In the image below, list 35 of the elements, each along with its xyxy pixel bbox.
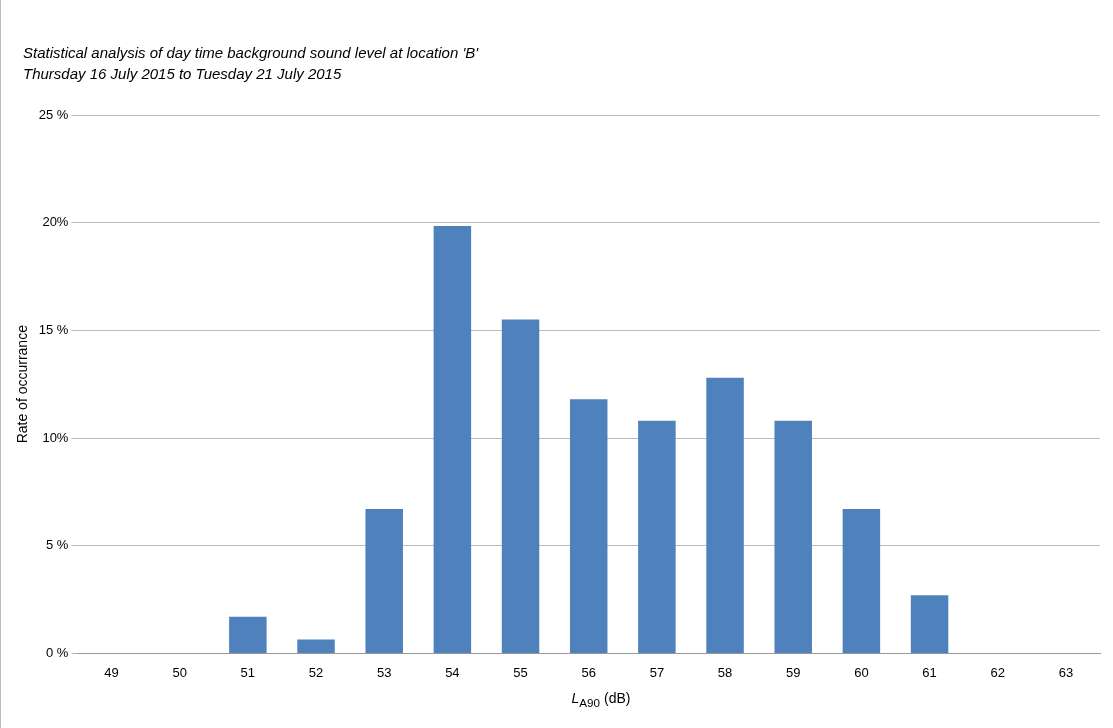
x-tick-label: 54 <box>445 664 460 680</box>
bar <box>501 319 540 653</box>
y-tick-label: 5 % <box>46 537 69 553</box>
x-tick-label: 53 <box>376 664 392 680</box>
x-tick-label: 51 <box>240 664 256 680</box>
y-tick-label: 20% <box>42 214 69 230</box>
y-tick-label: 25 % <box>38 106 69 122</box>
x-tick-label: 50 <box>172 664 187 680</box>
y-tick-label: 15 % <box>38 321 69 337</box>
bar <box>365 509 403 653</box>
bar <box>229 616 267 653</box>
x-tick-label: 49 <box>104 664 119 680</box>
bar <box>638 420 676 653</box>
x-tick-label: 62 <box>990 664 1005 680</box>
bar <box>774 420 812 653</box>
x-tick-label: 52 <box>308 664 324 680</box>
x-tick-label: 59 <box>785 664 801 680</box>
x-tick-label: 61 <box>922 664 937 680</box>
x-tick-label: 56 <box>581 664 596 680</box>
bar <box>433 225 472 653</box>
y-tick-label: 10% <box>42 429 69 445</box>
y-tick-label: 0 % <box>46 644 69 660</box>
bar <box>842 509 881 653</box>
x-axis-title: L$_{A90}$ (dB) <box>570 690 632 709</box>
bar <box>297 639 335 653</box>
x-tick-label: 55 <box>513 664 528 680</box>
x-tick-label: 57 <box>649 664 665 680</box>
y-axis-title: Rate of occurrance <box>14 324 31 444</box>
x-tick-label: 60 <box>854 664 869 680</box>
x-tick-label: 58 <box>717 664 733 680</box>
bar <box>569 399 608 653</box>
bar <box>706 377 744 653</box>
chart-subtitle: Statistical analysis of day time background sound level at location 'B' Thursday 16 July 2015 to Tuesday 21 July 2015 <box>23 43 479 84</box>
x-tick-label: 63 <box>1058 664 1074 680</box>
bar <box>910 595 949 653</box>
